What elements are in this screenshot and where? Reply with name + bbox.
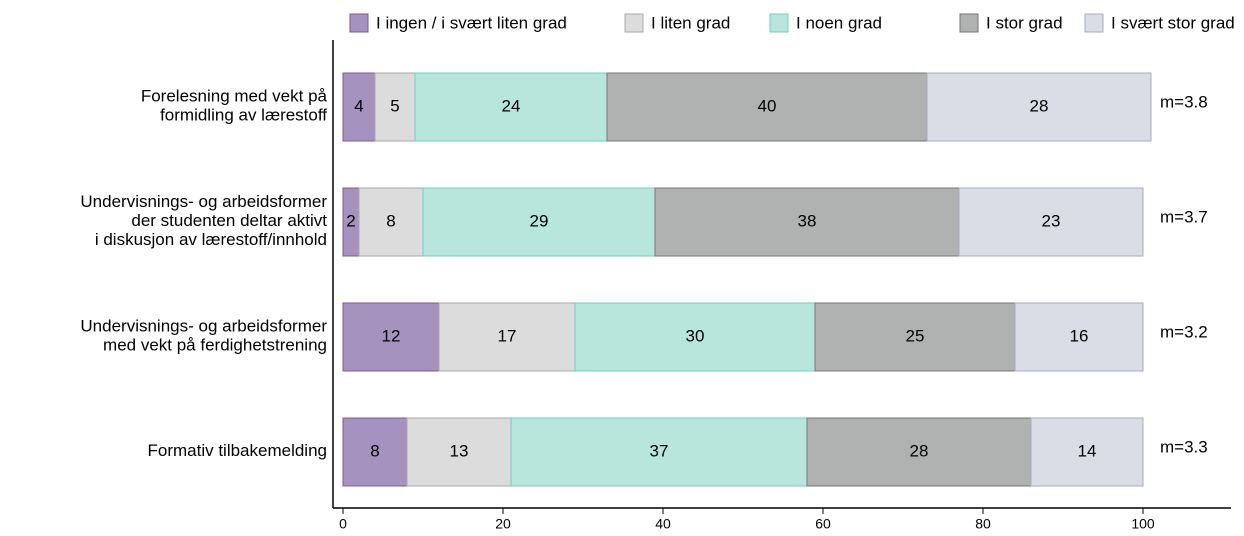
- category-line: Formativ tilbakemelding: [147, 441, 327, 460]
- legend-swatch: [769, 13, 789, 33]
- data-label: 17: [498, 326, 517, 345]
- bar-segment: [342, 72, 376, 142]
- category-label: Undervisnings- og arbeidsformer der stude…: [80, 192, 327, 249]
- annotation: m=3.2: [1160, 322, 1208, 341]
- category-line: i diskusjon av lærestoff/innhold: [95, 230, 327, 249]
- bar-segment: [814, 302, 1016, 372]
- x-tick-label: 60: [815, 516, 831, 532]
- data-label: 4: [354, 96, 363, 115]
- data-label: 5: [390, 96, 399, 115]
- bar-segment: [806, 417, 1032, 487]
- annotation: m=3.7: [1160, 207, 1208, 226]
- annotation: m=3.8: [1160, 92, 1208, 111]
- bar-segment: [358, 187, 424, 257]
- data-label: 28: [910, 441, 929, 460]
- category-label: Formativ tilbakemelding: [147, 441, 327, 460]
- bar-segment: [374, 72, 416, 142]
- x-tick-label: 20: [495, 516, 511, 532]
- annotation: m=3.3: [1160, 437, 1208, 456]
- category-line: der studenten deltar aktivt: [131, 211, 327, 230]
- category-line: Undervisnings- og arbeidsformer: [80, 192, 327, 211]
- x-tick-label: 80: [975, 516, 991, 532]
- bar-segment: [422, 187, 656, 257]
- data-label: 37: [650, 441, 669, 460]
- bar-segment: [1030, 417, 1144, 487]
- legend-swatch: [1084, 13, 1104, 33]
- data-label: 30: [686, 326, 705, 345]
- bar-segment: [414, 72, 608, 142]
- bar-segment: [342, 417, 408, 487]
- category-line: Forelesning med vekt på: [141, 87, 328, 106]
- bar-segment: [342, 302, 440, 372]
- data-label: 40: [758, 96, 777, 115]
- data-label: 13: [450, 441, 469, 460]
- category-line: formidling av lærestoff: [160, 106, 327, 125]
- data-label: 29: [530, 211, 549, 230]
- category-label: Forelesning med vekt på formidling av lær…: [141, 87, 328, 125]
- category-line: med vekt på ferdighetstrening: [103, 336, 327, 355]
- bar-segment: [406, 417, 512, 487]
- data-label: 2: [346, 211, 355, 230]
- x-tick-label: 100: [1131, 516, 1155, 532]
- legend-label: I stor grad: [986, 13, 1063, 32]
- legend-swatch: [349, 13, 369, 33]
- data-label: 38: [798, 211, 817, 230]
- data-label: 28: [1030, 96, 1049, 115]
- legend-label: I liten grad: [651, 13, 730, 32]
- data-label: 23: [1042, 211, 1061, 230]
- x-tick-label: 40: [655, 516, 671, 532]
- bar-segment: [510, 417, 808, 487]
- x-tick-label: 0: [339, 516, 347, 532]
- bar-segment: [1014, 302, 1144, 372]
- data-label: 12: [382, 326, 401, 345]
- bar-segment: [438, 302, 576, 372]
- legend-swatch: [959, 13, 979, 33]
- data-label: 14: [1078, 441, 1097, 460]
- data-label: 16: [1070, 326, 1089, 345]
- category-line: Undervisnings- og arbeidsformer: [80, 317, 327, 336]
- bar-segment: [574, 302, 816, 372]
- data-label: 8: [370, 441, 379, 460]
- category-label: Undervisnings- og arbeidsformer med vekt …: [80, 317, 327, 355]
- legend-label: I ingen / i svært liten grad: [376, 13, 567, 32]
- data-label: 8: [386, 211, 395, 230]
- legend-label: I noen grad: [796, 13, 882, 32]
- legend-label: I svært stor grad: [1111, 13, 1235, 32]
- bar-segment: [926, 72, 1152, 142]
- data-label: 25: [906, 326, 925, 345]
- data-label: 24: [502, 96, 521, 115]
- bar-segment: [958, 187, 1144, 257]
- legend-swatch: [624, 13, 644, 33]
